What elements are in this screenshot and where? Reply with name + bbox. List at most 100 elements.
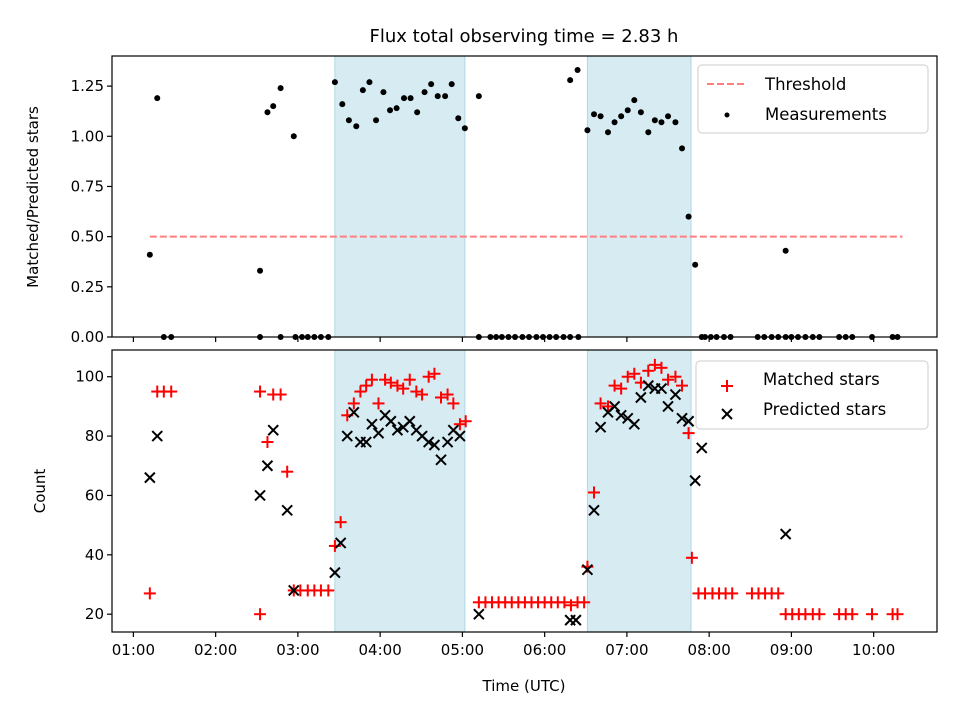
- measurement-point: [645, 129, 652, 136]
- predicted-stars-point: [288, 584, 300, 597]
- shaded-interval: [334, 55, 466, 338]
- predicted-stars-point: [570, 614, 582, 626]
- bottom-axes: 20 40 60 80 100 01:00 02:00 03:00 04:00 05:00 06:…: [31, 349, 938, 695]
- x-tick-label: 10:00: [852, 641, 895, 659]
- x-tick-label: 09:00: [770, 641, 813, 659]
- matched-stars-point: [347, 397, 360, 410]
- predicted-stars-point: [441, 436, 454, 448]
- predicted-stars-point: [261, 460, 274, 472]
- matched-stars-point: [655, 361, 668, 374]
- top-legend-box: [697, 64, 929, 134]
- matched-stars-point: [866, 608, 879, 621]
- matched-stars-point: [772, 587, 785, 600]
- matched-stars-point: [676, 379, 689, 392]
- predicted-stars-point: [391, 424, 404, 436]
- predicted-stars-point: [329, 566, 341, 579]
- measurement-point: [574, 67, 581, 74]
- predicted-stars-point: [682, 415, 695, 427]
- y-tick-label: 80: [85, 427, 104, 445]
- matched-stars-point: [397, 382, 410, 395]
- predicted-stars-point: [144, 471, 156, 484]
- matched-stars-point: [608, 379, 621, 392]
- matched-stars-point: [564, 599, 577, 612]
- measurement-point: [146, 251, 153, 258]
- predicted-stars-point: [435, 454, 447, 466]
- measurement-point: [597, 113, 604, 120]
- matched-stars-point: [682, 427, 695, 440]
- predicted-stars-point: [281, 504, 293, 517]
- measurement-point: [270, 103, 277, 110]
- top-y-ticks: 0.00 0.25 0.50 0.75 1.00 1.25: [71, 77, 112, 346]
- predicted-stars-point: [360, 436, 372, 448]
- measurement-point: [475, 93, 482, 100]
- matched-stars-point: [594, 397, 607, 410]
- y-tick-label: 1.25: [71, 77, 104, 95]
- y-tick-label: 40: [85, 546, 104, 564]
- predicted-stars-point: [594, 421, 607, 433]
- top-x-ticks: [132, 337, 875, 342]
- predicted-stars-point: [385, 415, 397, 427]
- x-tick-label: 01:00: [112, 641, 155, 659]
- matched-stars-point: [813, 608, 826, 621]
- matched-stars-point: [143, 587, 156, 600]
- predicted-stars-point: [642, 379, 654, 392]
- legend-measurements-label: Measurements: [765, 105, 887, 124]
- x-tick-label: 06:00: [523, 641, 566, 659]
- matched-stars-point: [601, 400, 614, 413]
- measurement-point: [277, 85, 284, 92]
- matched-stars-point: [726, 587, 739, 600]
- matched-stars-point: [662, 373, 675, 386]
- matched-stars-point: [453, 418, 466, 431]
- predicted-stars-point: [372, 427, 385, 439]
- measurement-point: [631, 97, 638, 104]
- matched-stars-point: [410, 385, 423, 398]
- measurement-point: [624, 107, 631, 114]
- matched-stars-point: [354, 385, 367, 398]
- y-tick-label: 0.50: [71, 228, 104, 246]
- measurement-point: [651, 117, 658, 124]
- count-series: [143, 358, 904, 626]
- x-axis-label: Time (UTC): [482, 677, 566, 695]
- y-tick-label: 1.00: [71, 127, 104, 145]
- measurement-point: [611, 119, 618, 126]
- measurement-point: [658, 119, 665, 126]
- y-tick-label: 100: [75, 368, 104, 386]
- measurement-point: [604, 129, 611, 136]
- legend-measurements-swatch: [724, 112, 730, 118]
- measurement-point: [387, 107, 394, 114]
- matched-stars-point: [274, 388, 287, 401]
- matched-stars-point: [391, 379, 404, 392]
- shaded-interval: [334, 349, 466, 633]
- matched-stars-point: [261, 436, 274, 449]
- matched-stars-point: [685, 551, 698, 564]
- predicted-stars-point: [267, 424, 279, 436]
- shaded-interval: [586, 55, 692, 338]
- predicted-stars-point: [348, 406, 360, 419]
- measurement-point: [692, 261, 699, 268]
- measurement-point: [679, 145, 686, 152]
- bottom-y-axis-label: Count: [31, 469, 49, 514]
- measurement-point: [782, 247, 789, 254]
- y-tick-label: 60: [85, 486, 104, 504]
- predicted-stars-point: [635, 391, 647, 404]
- predicted-stars-point: [428, 439, 441, 451]
- measurement-point: [455, 115, 462, 122]
- matched-stars-point: [648, 358, 661, 371]
- chart-title: Flux total observing time = 2.83 h: [370, 26, 679, 47]
- x-tick-label: 05:00: [441, 641, 484, 659]
- measurement-point: [567, 77, 574, 84]
- measurement-point: [442, 93, 449, 100]
- matched-stars-point: [846, 608, 859, 621]
- predicted-stars-point: [662, 400, 674, 413]
- matched-stars-point: [372, 397, 385, 410]
- measurement-point: [665, 113, 672, 120]
- matched-stars-point: [379, 373, 392, 386]
- matched-stars-point: [428, 367, 441, 380]
- predicted-stars-point: [615, 409, 627, 422]
- matched-stars-point: [322, 584, 335, 597]
- x-tick-label: 07:00: [605, 641, 648, 659]
- predicted-stars-point: [689, 474, 701, 487]
- matched-stars-point: [628, 367, 641, 380]
- x-tick-label: 04:00: [359, 641, 402, 659]
- shaded-interval: [586, 349, 692, 633]
